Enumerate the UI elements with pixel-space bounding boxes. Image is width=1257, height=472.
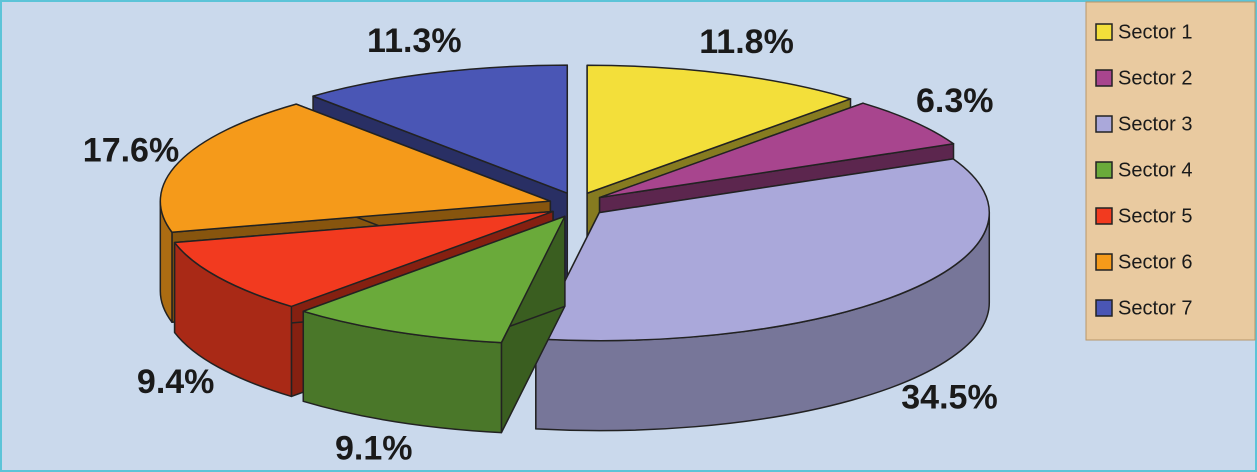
slice [302,215,566,434]
legend-swatch [1095,299,1113,317]
legend-swatch [1095,23,1113,41]
legend-box [1085,1,1256,341]
data-label: 9.4% [137,363,215,401]
labels: 11.8% 6.3% 34.5% 9.1% 9.4% 17.6% 11.3% [83,22,998,468]
legend-label: Sector 6 [1118,251,1192,273]
slice-top [159,103,552,233]
legend-label: Sector 5 [1118,205,1192,227]
legend-swatch [1095,69,1113,87]
legend-label: Sector 1 [1118,21,1192,43]
slice-top [312,64,569,194]
slice-top [535,158,990,342]
data-label: 11.8% [699,23,794,61]
slice-top [173,210,554,308]
legend-swatch [1095,161,1113,179]
legend-label: Sector 3 [1118,113,1192,135]
legend-swatch [1095,115,1113,133]
legend-label: Sector 2 [1118,67,1192,89]
data-label: 6.3% [916,82,994,120]
slice-top [302,215,566,344]
data-label: 34.5% [901,379,997,417]
data-label: 17.6% [83,132,179,170]
legend-label: Sector 7 [1118,297,1192,319]
legend-label: Sector 4 [1118,159,1192,181]
data-label: 9.1% [335,430,413,468]
legend: Sector 1 Sector 2 Sector 3 Sector 4 Sector 5… [1095,21,1192,319]
data-label: 11.3% [367,22,462,60]
slice-top [598,102,955,199]
slice-top [586,64,852,195]
pie [159,64,991,434]
slice [535,158,991,432]
legend-swatch [1095,207,1113,225]
legend-swatch [1095,253,1113,271]
